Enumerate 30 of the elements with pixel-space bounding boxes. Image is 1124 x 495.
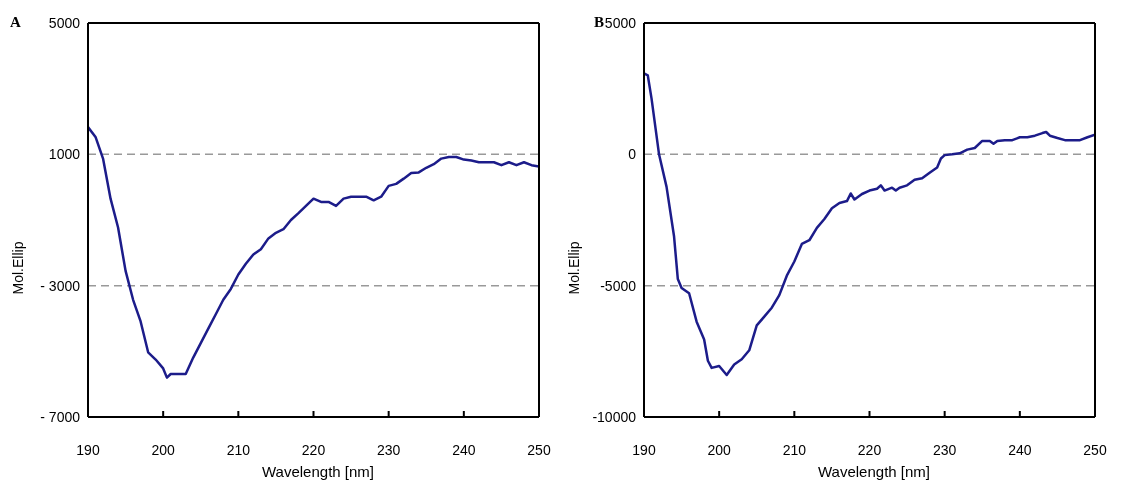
y-tick-label: -5000 [600,277,637,294]
chart-title: A [10,14,21,31]
y-axis-title: Mol.Ellip [566,241,582,295]
x-axis-title: Wavelength [nm] [261,463,375,480]
x-tick-label: 200 [707,441,732,458]
y-tick-label: 5000 [604,14,637,31]
x-tick-label: 250 [1083,441,1107,458]
line-series [644,72,1095,377]
x-tick-label: 190 [632,441,656,458]
chart-title: B [594,14,605,31]
x-tick-label: 210 [782,441,807,458]
y-tick-label: 5000 [48,14,81,31]
y-tick-label: -10000 [592,408,637,425]
x-tick-label: 220 [857,441,882,458]
x-tick-label: 190 [76,441,100,458]
x-axis-title: Wavelength [nm] [817,463,931,480]
x-tick-label: 200 [151,441,176,458]
x-tick-label: 230 [376,441,401,458]
y-tick-label: 1000 [48,146,81,163]
x-tick-label: 250 [527,441,551,458]
line-series [88,125,539,379]
x-tick-label: 240 [1008,441,1032,458]
y-axis-title: Mol.Ellip [10,241,26,295]
y-tick-label: - 7000 [40,408,81,425]
x-tick-label: 220 [301,441,326,458]
y-tick-label: 0 [628,146,637,163]
x-tick-label: 210 [226,441,251,458]
x-tick-label: 230 [932,441,957,458]
x-tick-label: 240 [452,441,476,458]
y-tick-label: - 3000 [40,277,81,294]
